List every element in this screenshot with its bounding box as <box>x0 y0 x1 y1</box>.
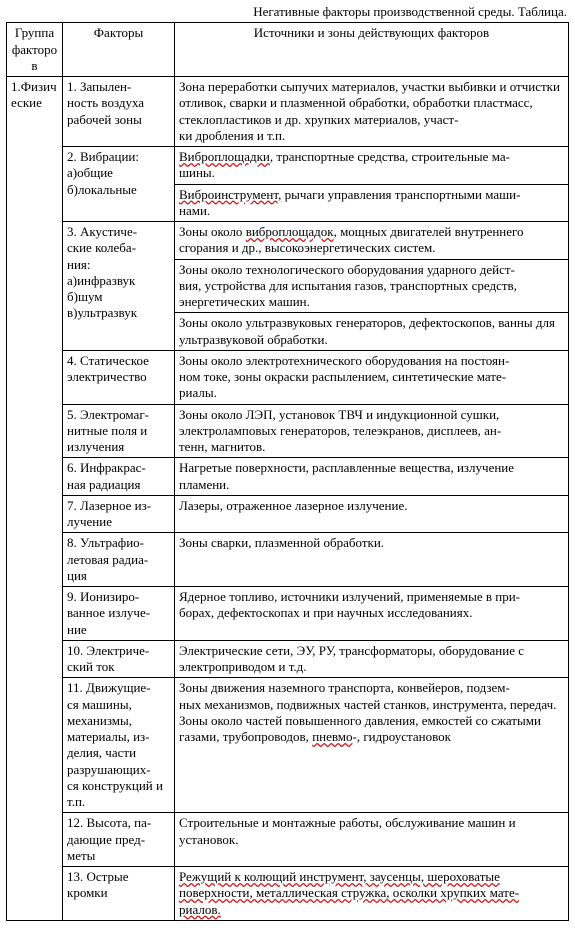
source-cell: Зоны движения наземного транспорта, конв… <box>175 678 569 813</box>
factor-cell: 4. Статическое электричество <box>63 350 175 404</box>
table-row: 2. Вибрации:а)общиеб)локальныеВиброплоща… <box>7 147 569 185</box>
factors-table: Группа факторов Факторы Источники и зоны… <box>6 22 569 921</box>
table-row: 13. Острые кромкиРежущий к колющий инстр… <box>7 867 569 921</box>
col-factor: Факторы <box>63 23 175 77</box>
factor-cell: 5. Электромаг-нитные поля и излучения <box>63 404 175 458</box>
factor-cell: 12. Высота, па-дающие пред-меты <box>63 813 175 867</box>
source-cell: Зоны около технологического оборудования… <box>175 259 569 313</box>
table-row: 4. Статическое электричествоЗоны около э… <box>7 350 569 404</box>
factor-cell: 7. Лазерное из-лучение <box>63 495 175 533</box>
factor-cell: 1. Запылен-ность воздуха рабочей зоны <box>63 77 175 147</box>
table-row: 10. Электриче-ский токЭлектрические сети… <box>7 640 569 678</box>
source-cell: Режущий к колющий инструмент, заусенцы, … <box>175 867 569 921</box>
table-row: 3. Акустиче-ские колеба-ния:а)инфразвукб… <box>7 222 569 260</box>
source-cell: Ядерное топливо, источники излучений, пр… <box>175 587 569 641</box>
factor-cell: 13. Острые кромки <box>63 867 175 921</box>
factor-cell: 8. Ультрафио-летовая радиа-ция <box>63 533 175 587</box>
col-group: Группа факторов <box>7 23 63 77</box>
source-cell: Зона переработки сыпучих материалов, уча… <box>175 77 569 147</box>
table-row: 7. Лазерное из-лучениеЛазеры, отраженное… <box>7 495 569 533</box>
table-row: 1.Физические1. Запылен-ность воздуха раб… <box>7 77 569 147</box>
source-cell: Лазеры, отраженное лазерное излучение. <box>175 495 569 533</box>
source-cell: Электрические сети, ЭУ, РУ, трансформато… <box>175 640 569 678</box>
factor-cell: 2. Вибрации:а)общиеб)локальные <box>63 147 175 222</box>
table-row: 12. Высота, па-дающие пред-метыСтроитель… <box>7 813 569 867</box>
table-row: 6. Инфракрас-ная радиацияНагретые поверх… <box>7 458 569 496</box>
source-cell: Виброплощадки, транспортные средства, ст… <box>175 147 569 185</box>
source-cell: Зоны около электротехнического оборудова… <box>175 350 569 404</box>
table-header-row: Группа факторов Факторы Источники и зоны… <box>7 23 569 77</box>
col-source: Источники и зоны действующих факторов <box>175 23 569 77</box>
source-cell: Зоны сварки, плазменной обработки. <box>175 533 569 587</box>
group-cell: 1.Физические <box>7 77 63 921</box>
source-cell: Строительные и монтажные работы, обслужи… <box>175 813 569 867</box>
factor-cell: 3. Акустиче-ские колеба-ния:а)инфразвукб… <box>63 222 175 351</box>
source-cell: Зоны около ультразвуковых генераторов, д… <box>175 313 569 351</box>
factor-cell: 9. Ионизиро-ванное излуче-ние <box>63 587 175 641</box>
table-body: 1.Физические1. Запылен-ность воздуха раб… <box>7 77 569 921</box>
source-cell: Нагретые поверхности, расплавленные веще… <box>175 458 569 496</box>
table-row: 5. Электромаг-нитные поля и излученияЗон… <box>7 404 569 458</box>
factor-cell: 10. Электриче-ский ток <box>63 640 175 678</box>
document-title: Негативные факторы производственной сред… <box>6 4 567 20</box>
factor-cell: 11. Движущие-ся машины, механизмы, матер… <box>63 678 175 813</box>
table-row: 8. Ультрафио-летовая радиа-цияЗоны сварк… <box>7 533 569 587</box>
source-cell: Зоны около виброплощадок, мощных двигате… <box>175 222 569 260</box>
source-cell: Виброинструмент, рычаги управления транс… <box>175 184 569 222</box>
source-cell: Зоны около ЛЭП, установок ТВЧ и индукцио… <box>175 404 569 458</box>
factor-cell: 6. Инфракрас-ная радиация <box>63 458 175 496</box>
table-row: 11. Движущие-ся машины, механизмы, матер… <box>7 678 569 813</box>
table-row: 9. Ионизиро-ванное излуче-ниеЯдерное топ… <box>7 587 569 641</box>
